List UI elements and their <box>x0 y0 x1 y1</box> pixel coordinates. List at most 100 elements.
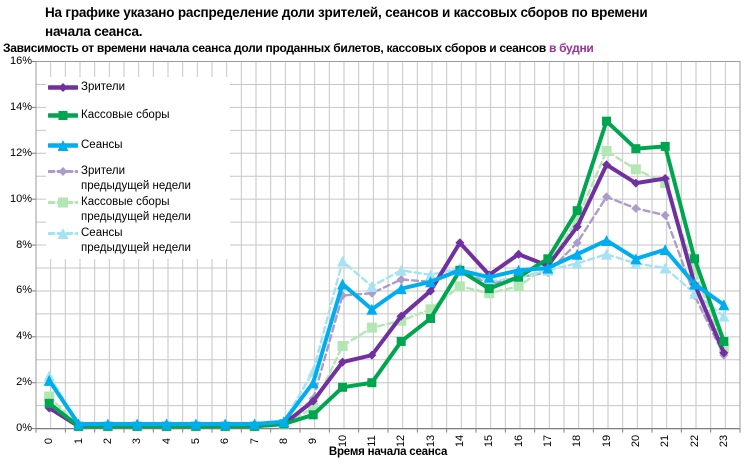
data-point-marker <box>484 288 495 299</box>
data-point-marker <box>367 350 377 360</box>
data-point-marker <box>602 116 612 126</box>
legend-swatch-triangle-icon <box>48 228 78 239</box>
y-axis-label: 8% <box>16 238 32 251</box>
data-point-marker <box>44 398 54 408</box>
legend-item-label: Зрители предыдущей недели <box>81 165 191 192</box>
data-point-marker <box>602 160 612 170</box>
legend-item-label: Кассовые сборы <box>81 109 170 121</box>
legend-item: Сеансы предыдущей недели <box>48 226 191 256</box>
data-point-marker <box>396 336 406 346</box>
legend-item: Сеансы <box>48 138 122 153</box>
data-point-marker <box>454 264 466 276</box>
data-point-marker <box>601 248 613 260</box>
legend-item: Кассовые сборы предыдущей недели <box>48 195 191 225</box>
data-point-marker <box>308 402 319 413</box>
data-point-marker <box>689 265 700 276</box>
x-axis-title: Время начала сеанса <box>328 446 448 458</box>
data-point-marker <box>44 391 55 402</box>
chart-subtitle: Зависимость от времени начала сеанса дол… <box>3 41 743 55</box>
data-point-marker <box>308 396 318 406</box>
data-point-marker <box>514 249 524 259</box>
data-point-marker <box>425 269 437 281</box>
data-point-marker <box>514 272 524 282</box>
data-point-marker <box>338 382 348 392</box>
y-axis-label: 14% <box>9 100 32 113</box>
data-point-marker <box>102 418 114 430</box>
data-point-marker <box>396 311 406 321</box>
data-point-marker <box>483 271 495 283</box>
data-point-marker <box>308 410 318 420</box>
data-point-marker <box>513 264 525 276</box>
data-point-marker <box>337 341 348 352</box>
data-point-marker <box>572 214 583 225</box>
data-point-marker <box>161 418 173 430</box>
data-point-marker <box>571 257 583 269</box>
legend-item: Зрители <box>48 80 125 95</box>
data-point-marker <box>719 348 729 358</box>
data-point-marker <box>219 418 231 430</box>
data-point-marker <box>307 377 319 389</box>
data-point-marker <box>190 418 202 430</box>
data-point-marker <box>631 203 641 213</box>
data-point-marker <box>396 274 406 284</box>
legend-item-label: Кассовые сборы предыдущей недели <box>81 196 191 223</box>
data-point-marker <box>631 178 641 188</box>
series-line <box>47 238 726 427</box>
data-point-marker <box>718 310 730 322</box>
legend-item-label: Сеансы предыдущей недели <box>81 227 191 254</box>
data-point-marker <box>366 280 378 292</box>
y-axis-label: 4% <box>16 330 32 343</box>
data-point-marker <box>719 336 729 346</box>
y-axis-label: 2% <box>16 376 32 389</box>
data-point-marker <box>660 141 670 151</box>
data-point-marker <box>630 164 641 175</box>
data-point-marker <box>455 238 465 248</box>
data-point-marker <box>542 262 554 274</box>
data-point-marker <box>602 192 612 202</box>
data-point-marker <box>659 262 671 274</box>
data-point-marker <box>659 244 671 256</box>
chart-subtitle-highlight: в будни <box>548 41 594 55</box>
y-axis-label: 0% <box>16 422 32 435</box>
y-axis-label: 12% <box>9 146 32 159</box>
data-point-marker <box>426 313 436 323</box>
data-point-marker <box>543 254 553 264</box>
data-point-marker <box>690 254 700 264</box>
data-point-marker <box>572 238 582 248</box>
legend-swatch-square-icon <box>48 111 78 120</box>
data-point-marker <box>718 299 730 311</box>
data-point-marker <box>660 174 670 184</box>
data-point-marker <box>366 303 378 315</box>
legend-swatch-diamond-icon <box>48 83 78 92</box>
data-point-marker <box>337 255 349 267</box>
data-point-marker <box>395 264 407 276</box>
data-point-marker <box>689 278 701 290</box>
chart-subtitle-text: Зависимость от времени начала сеанса дол… <box>3 41 549 55</box>
data-point-marker <box>601 234 613 246</box>
data-point-marker <box>631 144 641 154</box>
data-point-marker <box>338 357 348 367</box>
data-point-marker <box>484 284 494 294</box>
y-axis-label: 16% <box>9 55 32 67</box>
data-point-marker <box>337 278 349 290</box>
data-point-marker <box>425 304 436 315</box>
data-point-marker <box>43 374 55 386</box>
y-axis-label: 6% <box>16 284 32 297</box>
data-point-marker <box>249 418 261 430</box>
data-point-marker <box>630 253 642 265</box>
legend-item: Кассовые сборы <box>48 108 169 123</box>
chart-legend: Зрители Кассовые сборы Сеансы Зрители предыд… <box>46 77 230 259</box>
data-point-marker <box>426 286 436 296</box>
legend-item-label: Зрители <box>81 81 126 93</box>
data-point-marker <box>396 315 407 326</box>
data-point-marker <box>395 283 407 295</box>
data-point-marker <box>425 276 437 288</box>
data-point-marker <box>513 281 524 292</box>
data-point-marker <box>571 248 583 260</box>
data-point-marker <box>660 210 670 220</box>
data-point-marker <box>454 281 465 292</box>
data-point-marker <box>572 222 582 232</box>
legend-swatch-diamond-icon <box>48 167 78 176</box>
